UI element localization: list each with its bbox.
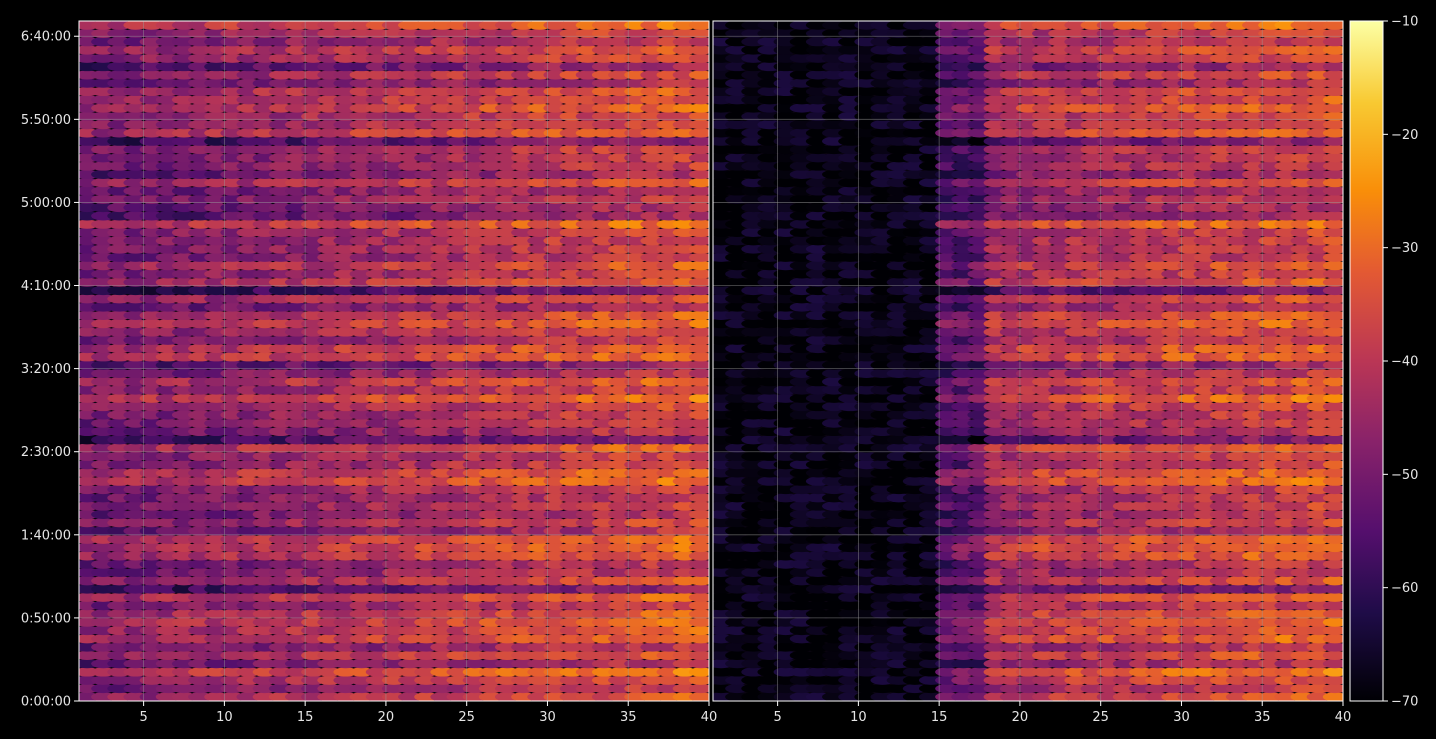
heatmap-cell (688, 70, 709, 80)
heatmap-cell (688, 211, 709, 221)
heatmap-cell (688, 62, 709, 72)
heatmap-cell (688, 460, 709, 470)
heatmap-cell (688, 95, 709, 105)
heatmap-cell (688, 368, 709, 378)
heatmap-cell (688, 518, 709, 528)
heatmap-cell (688, 576, 709, 586)
heatmap-cell (688, 169, 709, 179)
heatmap-cell (688, 609, 709, 619)
heatmap-cell (688, 393, 709, 403)
heatmap-cell (688, 451, 709, 461)
heatmap-cell (1322, 684, 1343, 694)
heatmap-cell (688, 302, 709, 312)
heatmap-cell (688, 144, 709, 155)
heatmap-cell (688, 136, 709, 146)
heatmap-cell (688, 476, 709, 486)
heatmap-cell (688, 692, 709, 701)
heatmap-cell (688, 161, 709, 171)
heatmap-cell (688, 103, 709, 113)
heatmap-cell (688, 219, 709, 229)
heatmap-cell (688, 642, 709, 652)
heatmap-cell (688, 21, 709, 30)
heatmap-cell (688, 625, 709, 636)
heatmap-cell (688, 244, 709, 254)
heatmap-cell (1322, 617, 1343, 627)
heatmap-cell (1322, 601, 1343, 611)
heatmap-cell (688, 194, 709, 204)
heatmap-cell (1322, 625, 1343, 636)
heatmap-cell (688, 78, 709, 88)
heatmap-cell (688, 319, 709, 329)
heatmap-cell (688, 335, 709, 345)
heatmap-cell (688, 617, 709, 627)
heatmap-cell (688, 659, 709, 669)
heatmap-cell (688, 634, 709, 644)
heatmap-cell (688, 684, 709, 694)
heatmap-cell (688, 86, 709, 97)
heatmap-cell (688, 310, 709, 320)
heatmap-cell (1322, 675, 1343, 685)
heatmap-cell (688, 37, 709, 47)
heatmap-cell (1322, 609, 1343, 619)
heatmap-cell (688, 501, 709, 511)
heatmap-cell (688, 484, 709, 495)
heatmap-cell (688, 567, 709, 578)
heatmap-cell (688, 509, 709, 519)
heatmap-cell (688, 667, 709, 677)
heatmap-cell (1322, 667, 1343, 677)
heatmap-cell (688, 543, 709, 553)
heatmap-cell (688, 128, 709, 138)
heatmap-cell (688, 360, 709, 370)
heatmap-cell (688, 186, 709, 196)
heatmap-cells-right (713, 21, 1343, 701)
heatmap-cell (688, 592, 709, 602)
heatmap-cell (688, 410, 709, 420)
heatmap-cell (688, 252, 709, 262)
heatmap-cell (688, 493, 709, 503)
heatmap-cell (688, 28, 709, 38)
heatmap-cell (688, 675, 709, 685)
heatmap-cell (688, 601, 709, 611)
heatmap-cell (688, 227, 709, 238)
heatmap-cell (688, 111, 709, 121)
heatmap-cell (688, 402, 709, 412)
heatmap-cell (688, 236, 709, 246)
heatmap-cell (1322, 692, 1343, 701)
heatmap-cell (688, 261, 709, 271)
heatmap-cell (688, 277, 709, 287)
heatmap-cell (688, 269, 709, 279)
heatmap-cell (688, 352, 709, 362)
heatmap-cell (688, 45, 709, 55)
heatmap-cell (688, 534, 709, 544)
heatmap-cell (688, 294, 709, 304)
heatmap-cell (688, 650, 709, 660)
heatmap-cell (688, 443, 709, 453)
heatmap-cell (688, 285, 709, 296)
heatmap-cell (1322, 650, 1343, 660)
heatmap-cell (1322, 659, 1343, 669)
heatmap-cell (688, 584, 709, 594)
heatmap-cell (1322, 642, 1343, 652)
heatmap-cell (688, 385, 709, 395)
heatmap-cell (688, 377, 709, 387)
heatmap-cell (688, 53, 709, 63)
heatmap-cell (688, 526, 709, 536)
heatmap-cell (688, 344, 709, 354)
heatmap-cell (688, 418, 709, 428)
heatmap-cell (1322, 634, 1343, 644)
heatmap-cell (688, 435, 709, 445)
heatmap-cell (688, 178, 709, 188)
heatmap-cell (688, 120, 709, 130)
heatmap-cell (688, 468, 709, 478)
heatmap-cell (688, 327, 709, 337)
heatmap-cell (688, 426, 709, 437)
heatmap-cells-left (79, 21, 709, 701)
heatmap-cell (688, 559, 709, 569)
heatmap-cell (688, 551, 709, 561)
heatmap-cell (688, 203, 709, 213)
heatmap-cell (688, 153, 709, 163)
